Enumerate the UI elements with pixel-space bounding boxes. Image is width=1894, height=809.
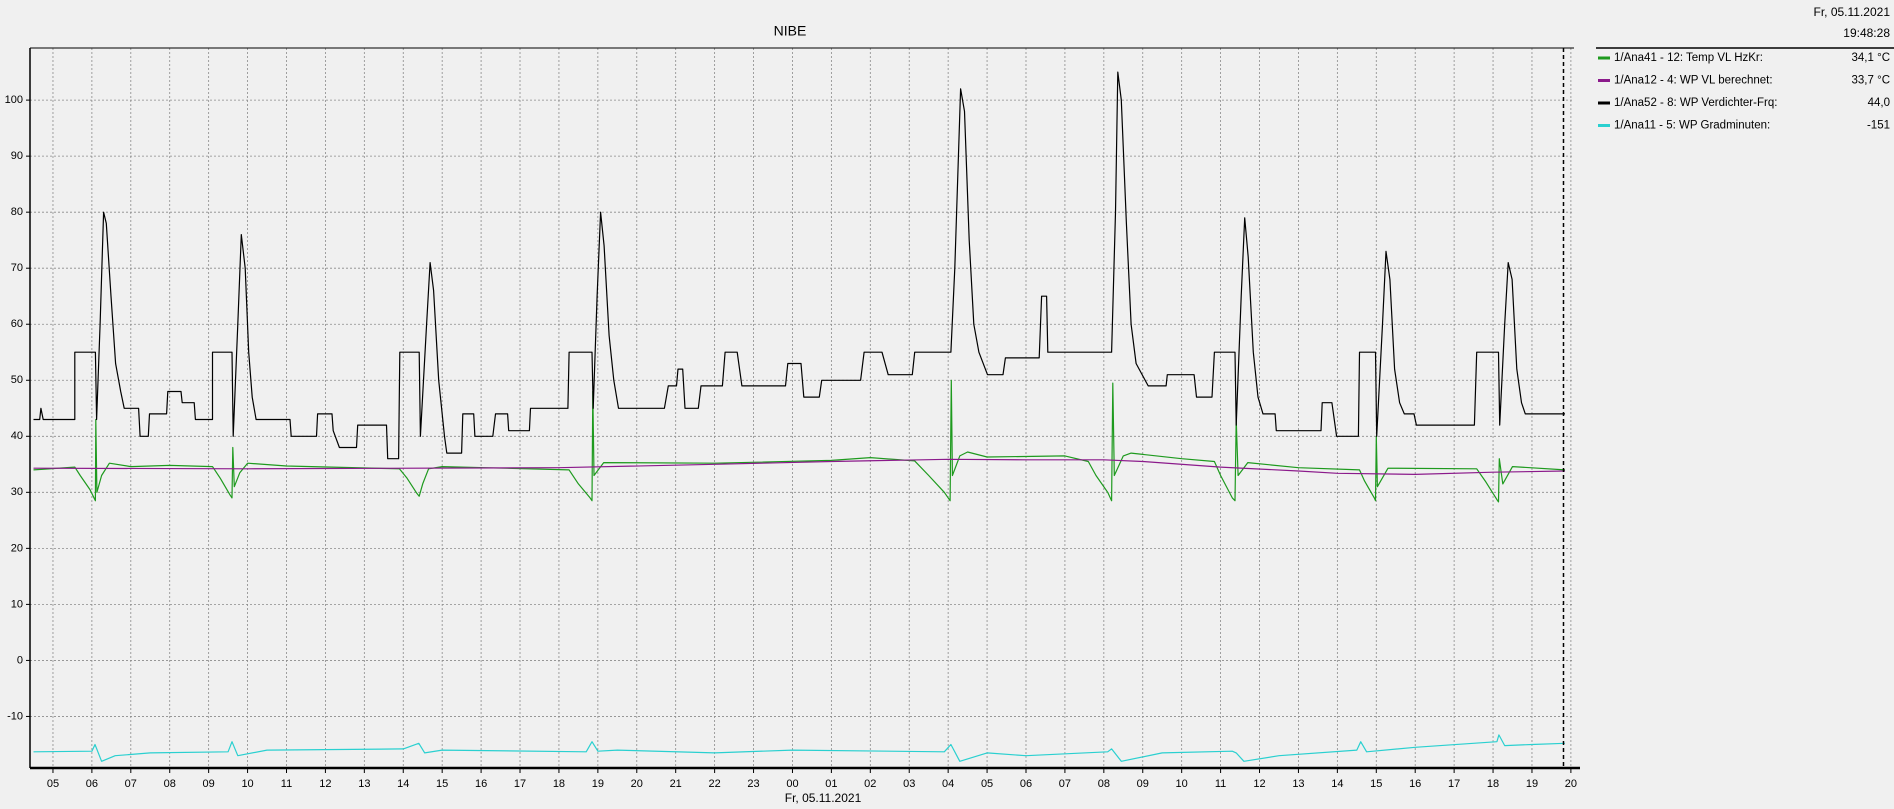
y-tick-label: 30	[11, 486, 23, 498]
x-tick-label: 16	[1409, 778, 1421, 790]
y-tick-label: 60	[11, 318, 23, 330]
header-date: Fr, 05.11.2021	[1814, 5, 1891, 19]
y-tick-label: 10	[11, 598, 23, 610]
x-tick-label: 11	[1215, 778, 1226, 790]
x-tick-label: 20	[631, 778, 643, 790]
x-tick-label: 11	[281, 778, 292, 790]
x-axis-label: Fr, 05.11.2021	[785, 791, 862, 805]
x-tick-label: 17	[514, 778, 526, 790]
x-tick-label: 08	[1098, 778, 1110, 790]
x-tick-label: 08	[164, 778, 176, 790]
y-tick-label: 40	[11, 430, 23, 442]
x-tick-label: 18	[553, 778, 565, 790]
x-tick-label: 02	[864, 778, 876, 790]
x-tick-label: 18	[1487, 778, 1499, 790]
x-tick-label: 05	[47, 778, 59, 790]
series-line	[33, 71, 1565, 460]
x-tick-label: 17	[1448, 778, 1460, 790]
x-tick-label: 10	[1176, 778, 1188, 790]
x-tick-label: 21	[670, 778, 682, 790]
legend-label: 1/Ana52 - 8: WP Verdichter-Frq:	[1614, 97, 1777, 109]
x-tick-label: 22	[708, 778, 720, 790]
x-tick-label: 05	[981, 778, 993, 790]
series-line	[33, 458, 1566, 475]
x-tick-label: 15	[436, 778, 448, 790]
legend-label: 1/Ana11 - 5: WP Gradminuten:	[1614, 120, 1770, 132]
y-tick-label: 0	[17, 654, 23, 666]
x-tick-label: 06	[1020, 778, 1032, 790]
y-tick-label: 70	[11, 262, 23, 274]
x-tick-label: 13	[1292, 778, 1304, 790]
x-tick-label: 09	[203, 778, 215, 790]
legend-label: 1/Ana41 - 12: Temp VL HzKr:	[1614, 52, 1763, 64]
x-tick-label: 12	[1253, 778, 1265, 790]
y-tick-label: 20	[11, 542, 23, 554]
x-tick-label: 03	[903, 778, 915, 790]
y-tick-label: 90	[11, 150, 23, 162]
header-time: 19:48:28	[1843, 26, 1890, 40]
x-tick-label: 14	[397, 778, 409, 790]
series-line	[33, 379, 1566, 503]
x-tick-label: 04	[942, 778, 954, 790]
legend-value: -151	[1867, 120, 1890, 132]
x-tick-label: 14	[1331, 778, 1343, 790]
x-tick-label: 16	[475, 778, 487, 790]
legend-value: 33,7 °C	[1852, 75, 1890, 87]
x-tick-label: 20	[1565, 778, 1577, 790]
x-tick-label: 07	[125, 778, 137, 790]
legend-label: 1/Ana12 - 4: WP VL berechnet:	[1614, 75, 1773, 87]
legend-value: 44,0	[1868, 97, 1890, 109]
legend-value: 34,1 °C	[1852, 52, 1890, 64]
y-tick-label: 50	[11, 374, 23, 386]
x-tick-label: 10	[241, 778, 253, 790]
x-tick-label: 23	[747, 778, 759, 790]
x-tick-label: 07	[1059, 778, 1071, 790]
chart-title: NIBE	[774, 23, 807, 39]
y-tick-label: 100	[5, 94, 23, 106]
series-line	[33, 734, 1566, 762]
y-tick-label: -10	[7, 710, 23, 722]
x-tick-label: 12	[319, 778, 331, 790]
x-tick-label: 13	[358, 778, 370, 790]
x-tick-label: 09	[1137, 778, 1149, 790]
x-tick-label: 00	[786, 778, 798, 790]
x-tick-label: 19	[592, 778, 604, 790]
x-tick-label: 15	[1370, 778, 1382, 790]
y-tick-label: 80	[11, 206, 23, 218]
x-tick-label: 06	[86, 778, 98, 790]
x-tick-label: 19	[1526, 778, 1538, 790]
x-tick-label: 01	[825, 778, 837, 790]
